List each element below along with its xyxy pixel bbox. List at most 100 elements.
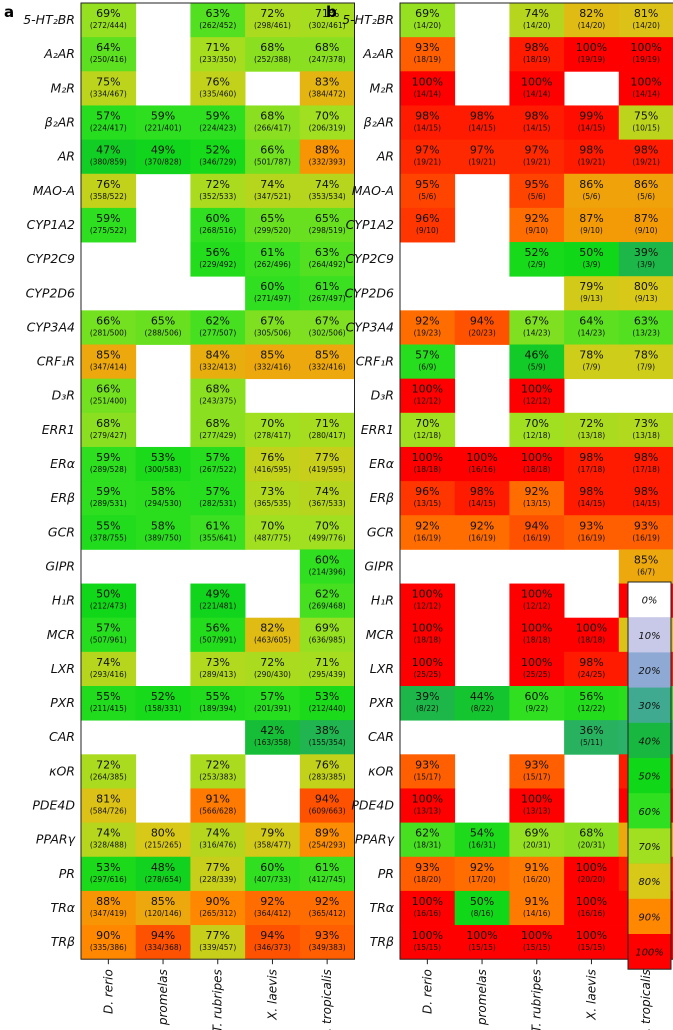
cell-value-a-27-1: 94% — [151, 929, 175, 942]
cell-value-b-10-0: 57% — [415, 349, 439, 362]
cell-count-a-6-3: (299/520) — [254, 226, 291, 235]
cell-value-b-8-4: 80% — [634, 280, 658, 293]
cell-b-26-3 — [564, 890, 620, 926]
cell-value-b-10-4: 78% — [634, 349, 658, 362]
cell-value-b-19-0: 100% — [412, 656, 443, 669]
cell-value-a-12-3: 70% — [260, 417, 284, 430]
cell-count-a-24-3: (358/477) — [254, 841, 291, 850]
cell-count-b-9-1: (20/23) — [468, 328, 496, 337]
cell-value-a-20-2: 55% — [206, 690, 230, 703]
cell-value-a-17-4: 62% — [315, 588, 339, 601]
cell-count-a-15-2: (355/641) — [199, 533, 236, 542]
column-label-b-p-promelas: P. promelas — [475, 969, 489, 1030]
cell-b-3-3 — [564, 105, 620, 140]
cell-count-b-16-4: (6/7) — [637, 567, 655, 576]
row-label-b-14: ERβ — [369, 490, 394, 505]
row-label-b-12: ERR1 — [361, 422, 394, 437]
cell-count-a-17-2: (221/481) — [199, 602, 236, 611]
cell-value-a-26-2: 90% — [206, 895, 230, 908]
cell-value-a-3-1: 59% — [151, 109, 175, 122]
cell-value-a-25-0: 53% — [96, 861, 120, 874]
cell-b-18-3 — [564, 617, 620, 653]
cell-count-b-18-2: (18/18) — [523, 636, 551, 645]
cell-count-b-12-4: (13/18) — [632, 431, 660, 440]
cell-count-b-9-0: (19/23) — [414, 328, 442, 337]
row-label-b-15: GCR — [367, 524, 394, 539]
cell-a-10-2 — [190, 344, 246, 380]
cell-value-a-8-4: 61% — [315, 280, 339, 293]
cell-a-25-0 — [81, 856, 137, 892]
cell-value-b-20-2: 60% — [525, 690, 549, 703]
cell-value-a-13-1: 53% — [151, 451, 175, 464]
cell-count-a-14-0: (289/531) — [90, 499, 127, 508]
cell-a-20-4 — [299, 686, 355, 721]
cell-a-11-0 — [81, 378, 137, 414]
cell-b-22-2 — [509, 754, 565, 789]
cell-value-a-4-3: 66% — [260, 144, 284, 157]
cell-count-b-24-1: (16/31) — [468, 841, 496, 850]
cell-value-b-3-0: 98% — [415, 109, 439, 122]
cell-count-b-10-2: (5/9) — [528, 363, 546, 372]
cell-value-b-12-4: 73% — [634, 417, 658, 430]
cell-value-a-18-4: 69% — [315, 622, 339, 635]
cell-count-b-13-1: (16/16) — [468, 465, 496, 474]
column-label-a-x-tropicalis: X. tropicalis — [320, 969, 334, 1030]
cell-a-6-2 — [190, 207, 246, 243]
cell-b-1-3 — [564, 37, 620, 72]
cell-count-a-22-2: (253/383) — [199, 772, 236, 781]
cell-value-b-6-0: 96% — [415, 212, 439, 225]
cell-value-b-9-0: 92% — [415, 314, 439, 327]
cell-b-6-3 — [564, 207, 620, 243]
cell-count-b-6-2: (9/10) — [525, 226, 548, 235]
cell-value-b-9-3: 64% — [579, 314, 603, 327]
cell-value-a-13-4: 77% — [315, 451, 339, 464]
cell-count-a-9-4: (302/506) — [309, 328, 346, 337]
cell-b-9-1 — [454, 310, 510, 345]
cell-value-b-21-3: 36% — [579, 724, 603, 737]
cell-b-24-0 — [400, 822, 456, 858]
cell-b-7-2 — [509, 242, 565, 277]
row-label-b-17: H₁R — [371, 593, 394, 608]
row-label-a-19: LXR — [51, 661, 75, 676]
cell-count-b-0-2: (14/20) — [523, 21, 551, 30]
cell-value-a-9-4: 67% — [315, 314, 339, 327]
cell-count-a-25-3: (407/733) — [254, 875, 291, 884]
cell-count-a-20-0: (211/415) — [90, 704, 127, 713]
row-label-b-18: MCR — [366, 627, 394, 642]
cell-value-a-13-0: 59% — [96, 451, 120, 464]
row-label-a-10: CRF₁R — [37, 354, 75, 369]
cell-value-a-3-3: 68% — [260, 109, 284, 122]
cell-a-6-0 — [81, 207, 137, 243]
cell-b-4-0 — [400, 139, 456, 175]
cell-count-a-15-3: (487/775) — [254, 533, 291, 542]
cell-count-a-27-0: (335/386) — [90, 943, 127, 952]
cell-value-a-23-0: 81% — [96, 792, 120, 805]
cell-b-13-0 — [400, 446, 456, 482]
cell-count-a-26-0: (347/419) — [90, 909, 127, 918]
cell-value-b-12-2: 70% — [525, 417, 549, 430]
cell-a-17-2 — [190, 583, 246, 619]
cell-value-a-2-2: 76% — [206, 75, 230, 88]
cell-count-a-1-3: (252/388) — [254, 55, 291, 64]
cell-a-26-0 — [81, 890, 137, 926]
cell-count-a-25-1: (278/654) — [145, 875, 182, 884]
colorbar-swatch-2 — [628, 652, 671, 688]
cell-b-27-1 — [454, 925, 510, 960]
cell-value-b-13-2: 100% — [521, 451, 552, 464]
column-label-b-t-rubripes: T. rubripes — [530, 969, 544, 1030]
row-label-a-22: κOR — [49, 763, 75, 778]
cell-count-b-25-0: (18/20) — [414, 875, 442, 884]
cell-value-b-14-4: 98% — [634, 485, 658, 498]
cell-a-27-3 — [245, 925, 301, 960]
cell-a-19-0 — [81, 651, 137, 687]
cell-value-a-7-4: 63% — [315, 246, 339, 259]
cell-a-18-3 — [245, 617, 301, 653]
cell-count-a-8-3: (271/497) — [254, 294, 291, 303]
row-label-a-15: GCR — [48, 524, 75, 539]
cell-count-b-20-3: (12/22) — [578, 704, 606, 713]
cell-count-a-0-0: (272/444) — [90, 21, 127, 30]
cell-count-a-15-1: (389/750) — [145, 533, 182, 542]
cell-b-3-1 — [454, 105, 510, 140]
cell-value-b-7-3: 50% — [579, 246, 603, 259]
cell-a-14-4 — [299, 481, 355, 516]
